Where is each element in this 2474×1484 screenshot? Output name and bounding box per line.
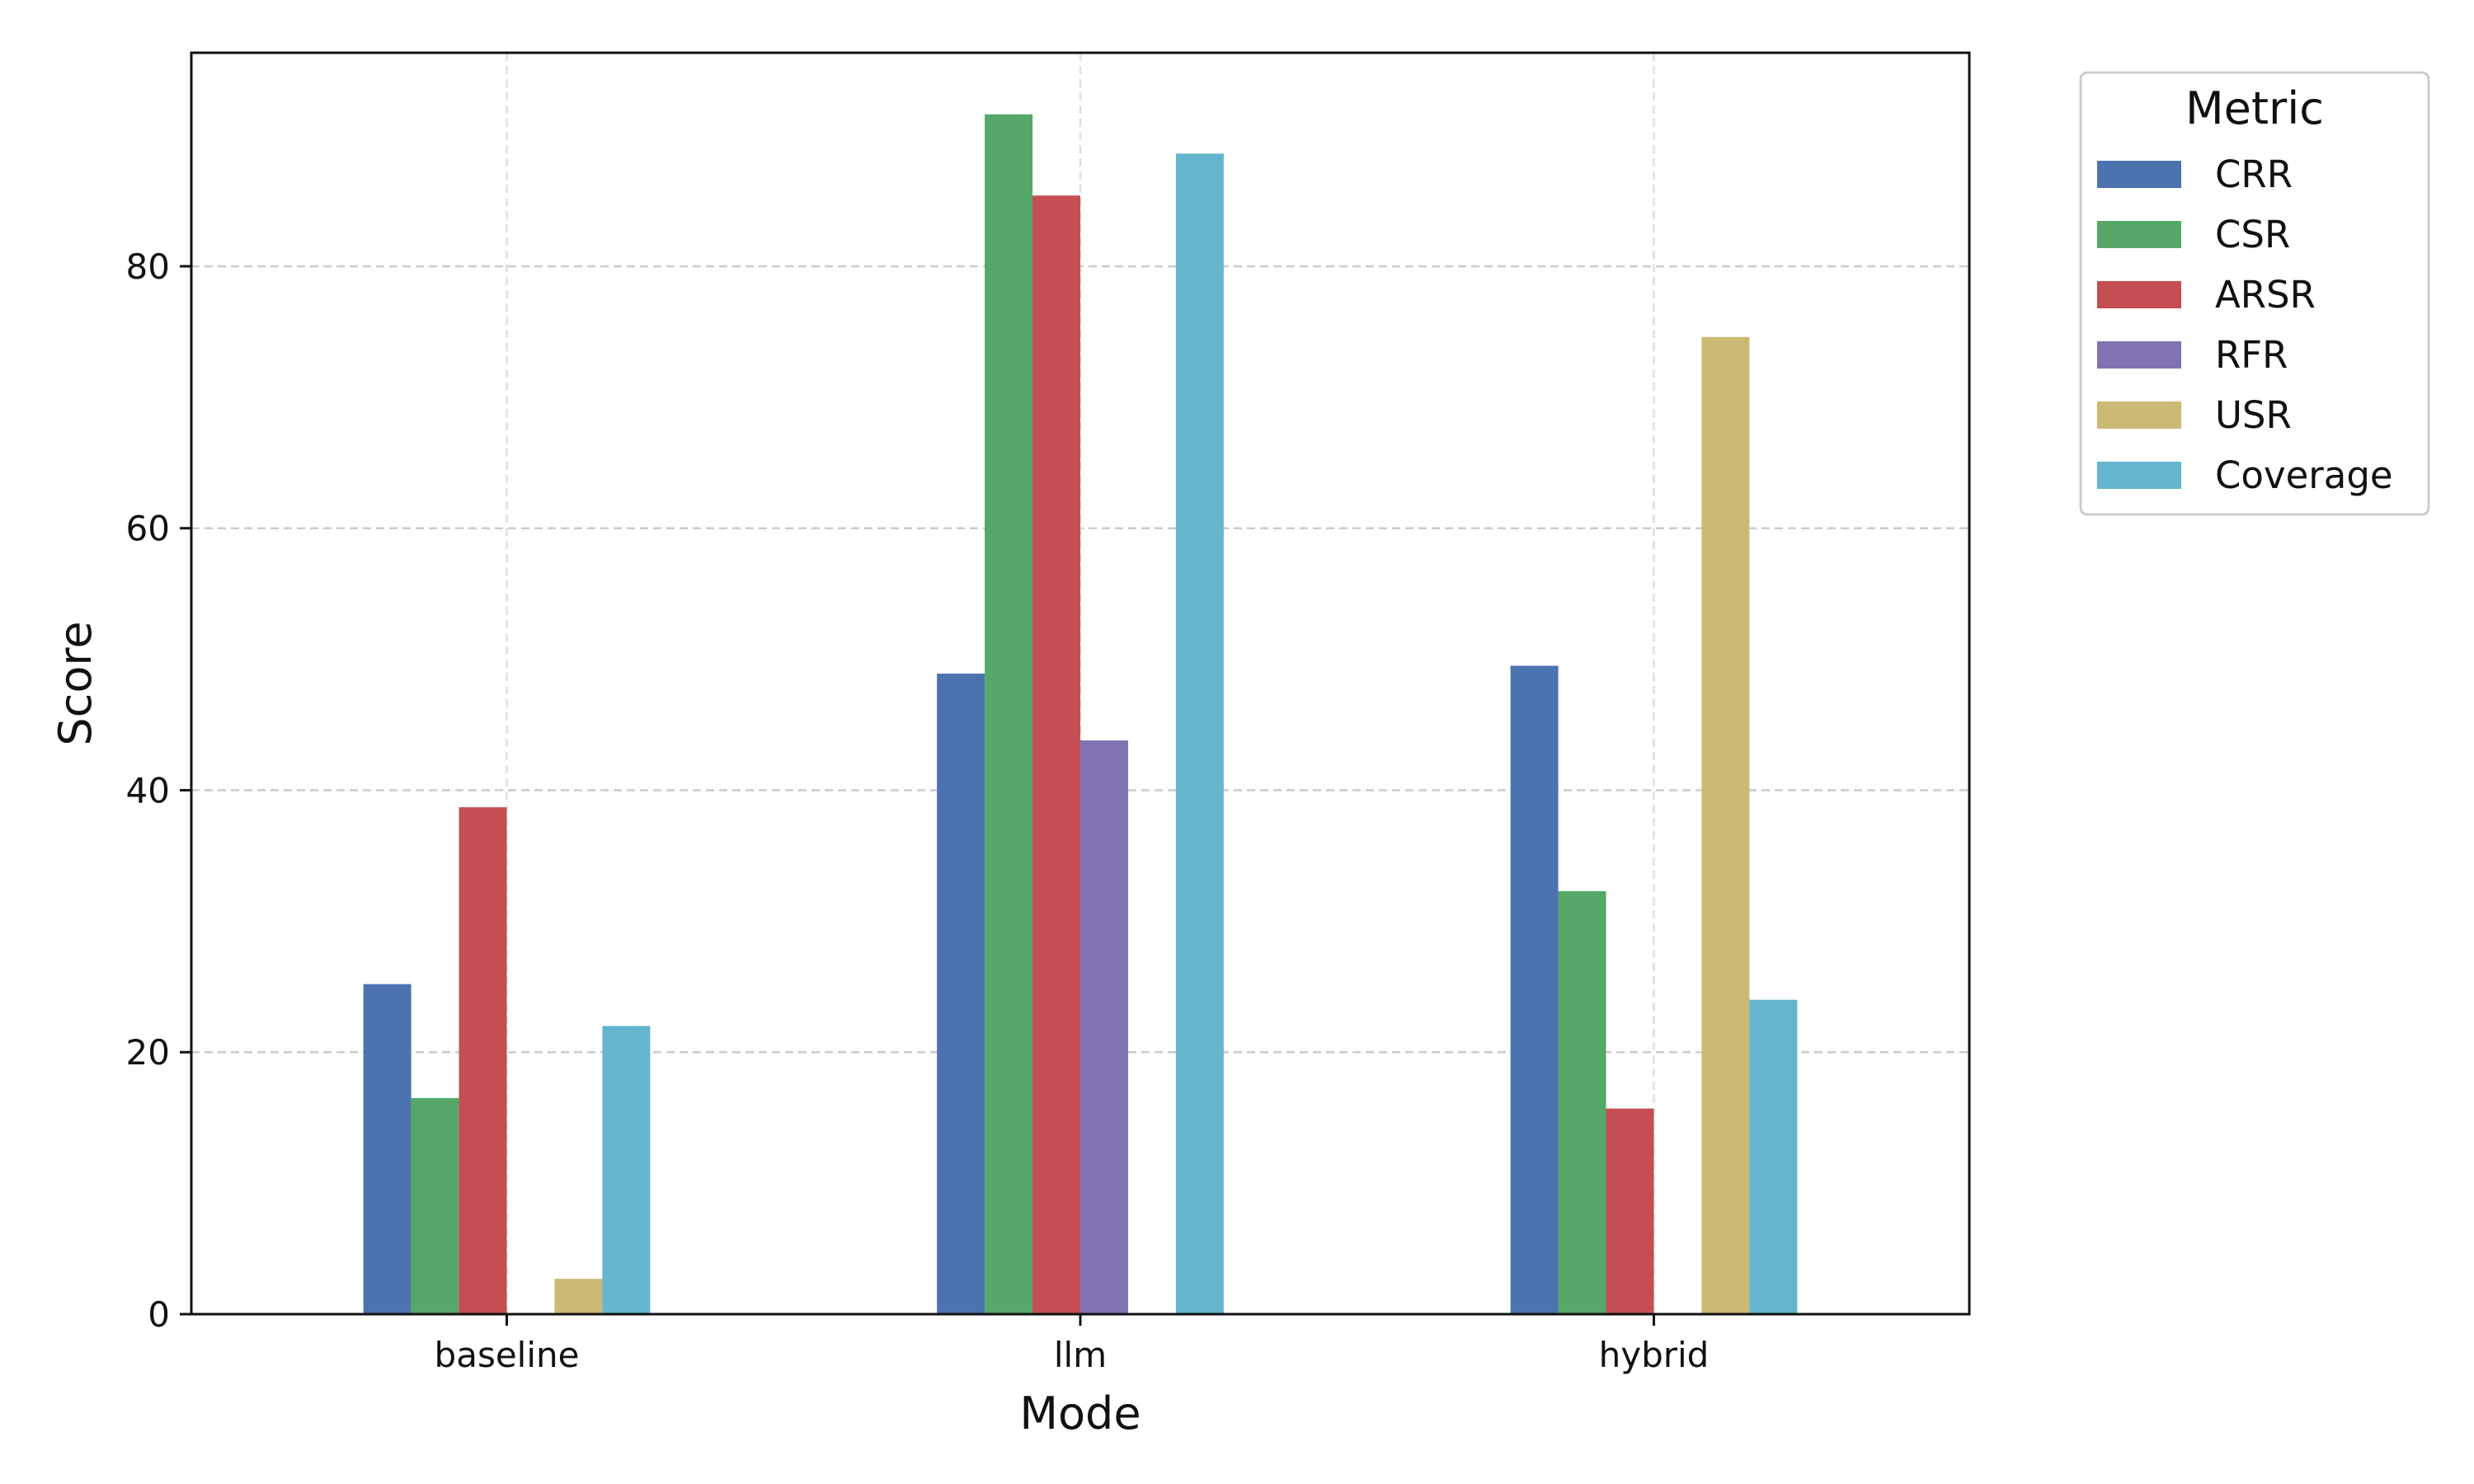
bar-crr-hybrid [1510, 665, 1559, 1314]
legend-swatch-rfr [2097, 341, 2181, 369]
x-tick-label: baseline [435, 1335, 580, 1375]
bar-usr-hybrid [1701, 336, 1750, 1314]
legend-title: Metric [2185, 82, 2324, 134]
y-tick-label: 20 [126, 1032, 170, 1073]
legend-label-crr: CRR [2215, 153, 2293, 196]
legend-label-arsr: ARSR [2215, 273, 2316, 317]
legend: Metric CRR CSR ARSR RFR USR Coverage [2079, 71, 2430, 516]
y-tick-label: 80 [126, 247, 170, 287]
y-tick-label: 40 [126, 770, 170, 810]
bar-coverage-hybrid [1749, 999, 1798, 1314]
bar-arsr-llm [1032, 195, 1080, 1314]
bar-csr-hybrid [1558, 890, 1606, 1314]
legend-label-csr: CSR [2215, 213, 2290, 256]
legend-swatch-usr [2097, 402, 2181, 429]
bar-csr-llm [985, 114, 1033, 1315]
bar-arsr-baseline [459, 807, 507, 1314]
bars [363, 114, 1798, 1315]
y-axis-title: Score [49, 621, 101, 745]
x-tick-label: hybrid [1599, 1335, 1710, 1375]
bar-coverage-baseline [602, 1026, 651, 1314]
y-tick-label: 0 [148, 1294, 170, 1335]
legend-swatch-coverage [2097, 462, 2181, 489]
legend-label-rfr: RFR [2215, 333, 2288, 377]
bar-crr-llm [937, 674, 985, 1314]
legend-label-coverage: Coverage [2215, 453, 2393, 497]
bar-usr-baseline [554, 1279, 603, 1314]
bar-arsr-hybrid [1606, 1108, 1654, 1314]
legend-items: CRR CSR ARSR RFR USR Coverage [2097, 153, 2393, 497]
bar-crr-baseline [363, 984, 412, 1314]
x-tick-label: llm [1054, 1335, 1107, 1375]
legend-label-usr: USR [2215, 393, 2292, 437]
bar-rfr-llm [1080, 740, 1128, 1314]
axis-ticks: 0 20 40 60 80 baseline llm hybrid [126, 247, 1710, 1375]
x-axis-title: Mode [1019, 1388, 1141, 1439]
legend-swatch-crr [2097, 161, 2181, 188]
legend-swatch-csr [2097, 221, 2181, 248]
legend-swatch-arsr [2097, 281, 2181, 308]
bar-csr-baseline [411, 1097, 459, 1314]
bar-coverage-llm [1175, 153, 1224, 1315]
y-tick-label: 60 [126, 509, 170, 549]
